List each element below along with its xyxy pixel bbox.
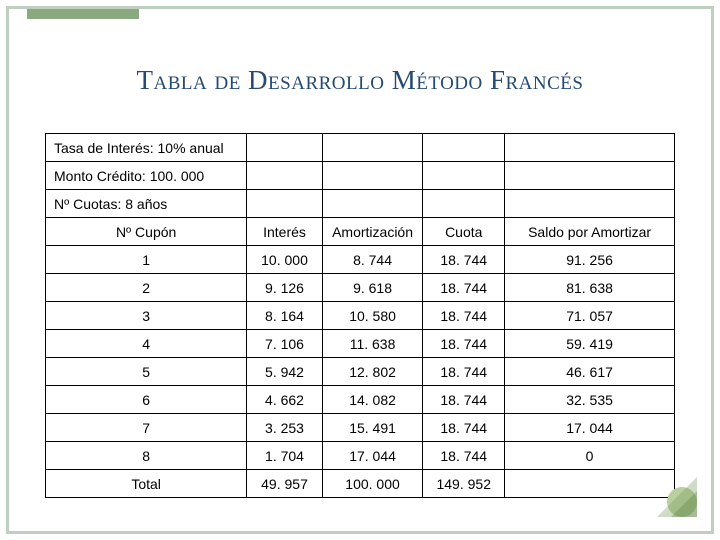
cell: 0 (505, 442, 675, 470)
cell: 8. 164 (247, 302, 322, 330)
empty-cell (505, 190, 675, 218)
cell: 7 (46, 414, 247, 442)
cell: 3. 253 (247, 414, 322, 442)
cell: 8. 744 (322, 246, 423, 274)
table-row: 64. 66214. 08218. 74432. 535 (46, 386, 675, 414)
cell: 59. 419 (505, 330, 675, 358)
table-row: 38. 16410. 58018. 74471. 057 (46, 302, 675, 330)
cell: 18. 744 (423, 358, 505, 386)
total-row: Total49. 957100. 000149. 952 (46, 470, 675, 498)
cell: 18. 744 (423, 414, 505, 442)
cell: 9. 126 (247, 274, 322, 302)
info-cell: Monto Crédito: 100. 000 (46, 162, 247, 190)
info-cell: Tasa de Interés: 10% anual (46, 134, 247, 162)
amortization-table: Tasa de Interés: 10% anual Monto Crédito… (45, 133, 675, 498)
col-header: Interés (247, 218, 322, 246)
cell: 1. 704 (247, 442, 322, 470)
cell: 10. 000 (247, 246, 322, 274)
col-header: Cuota (423, 218, 505, 246)
cell: 6 (46, 386, 247, 414)
corner-triangle-icon (671, 491, 697, 517)
cell: 18. 744 (423, 386, 505, 414)
table-row: 81. 70417. 04418. 7440 (46, 442, 675, 470)
cell: 49. 957 (247, 470, 322, 498)
cell (505, 470, 675, 498)
empty-cell (322, 190, 423, 218)
cell: 12. 802 (322, 358, 423, 386)
empty-cell (322, 134, 423, 162)
col-header: Saldo por Amortizar (505, 218, 675, 246)
empty-cell (247, 162, 322, 190)
empty-cell (322, 162, 423, 190)
accent-bar (27, 9, 139, 19)
cell: 15. 491 (322, 414, 423, 442)
cell: 2 (46, 274, 247, 302)
cell: 18. 744 (423, 246, 505, 274)
empty-cell (505, 162, 675, 190)
header-row: Nº Cupón Interés Amortización Cuota Sald… (46, 218, 675, 246)
info-row: Monto Crédito: 100. 000 (46, 162, 675, 190)
cell: 3 (46, 302, 247, 330)
table-row: 47. 10611. 63818. 74459. 419 (46, 330, 675, 358)
table-row: 73. 25315. 49118. 74417. 044 (46, 414, 675, 442)
cell: 149. 952 (423, 470, 505, 498)
empty-cell (247, 134, 322, 162)
cell: 9. 618 (322, 274, 423, 302)
col-header: Nº Cupón (46, 218, 247, 246)
cell: 5 (46, 358, 247, 386)
cell: 100. 000 (322, 470, 423, 498)
cell: 46. 617 (505, 358, 675, 386)
cell: 17. 044 (322, 442, 423, 470)
empty-cell (423, 190, 505, 218)
amortization-table-wrap: Tasa de Interés: 10% anual Monto Crédito… (45, 133, 675, 498)
page-title: Tabla de Desarrollo Método Francés (9, 65, 711, 96)
cell: 4. 662 (247, 386, 322, 414)
cell: 18. 744 (423, 274, 505, 302)
cell: 11. 638 (322, 330, 423, 358)
empty-cell (505, 134, 675, 162)
cell: 17. 044 (505, 414, 675, 442)
info-row: Nº Cuotas: 8 años (46, 190, 675, 218)
corner-decoration (657, 477, 697, 517)
cell: 18. 744 (423, 302, 505, 330)
cell: Total (46, 470, 247, 498)
empty-cell (247, 190, 322, 218)
cell: 81. 638 (505, 274, 675, 302)
cell: 71. 057 (505, 302, 675, 330)
cell: 10. 580 (322, 302, 423, 330)
cell: 91. 256 (505, 246, 675, 274)
empty-cell (423, 162, 505, 190)
cell: 8 (46, 442, 247, 470)
info-cell: Nº Cuotas: 8 años (46, 190, 247, 218)
cell: 18. 744 (423, 330, 505, 358)
empty-cell (423, 134, 505, 162)
cell: 14. 082 (322, 386, 423, 414)
cell: 4 (46, 330, 247, 358)
cell: 32. 535 (505, 386, 675, 414)
table-row: 55. 94212. 80218. 74446. 617 (46, 358, 675, 386)
table-row: 110. 0008. 74418. 74491. 256 (46, 246, 675, 274)
slide-frame: Tabla de Desarrollo Método Francés Tasa … (6, 6, 714, 534)
cell: 18. 744 (423, 442, 505, 470)
cell: 1 (46, 246, 247, 274)
cell: 7. 106 (247, 330, 322, 358)
table-row: 29. 1269. 61818. 74481. 638 (46, 274, 675, 302)
col-header: Amortización (322, 218, 423, 246)
cell: 5. 942 (247, 358, 322, 386)
info-row: Tasa de Interés: 10% anual (46, 134, 675, 162)
